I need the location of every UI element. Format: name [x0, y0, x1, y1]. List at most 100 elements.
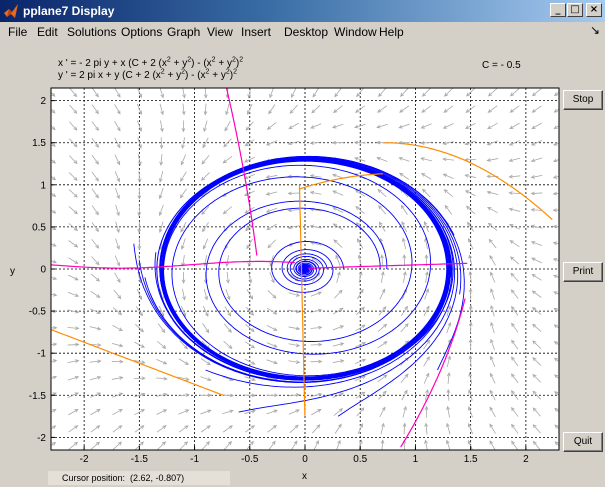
direction-arrowhead: [361, 342, 367, 346]
direction-arrowhead: [318, 342, 323, 347]
direction-arrow: [133, 360, 145, 364]
direction-arrowhead: [96, 392, 102, 397]
minimize-button[interactable]: _: [550, 3, 566, 17]
direction-arrowhead: [95, 277, 100, 282]
direction-arrowhead: [447, 304, 452, 310]
direction-arrow: [443, 123, 454, 129]
direction-arrow: [288, 343, 300, 347]
direction-arrow: [270, 255, 274, 266]
direction-arrow: [553, 159, 559, 162]
menu-insert[interactable]: Insert: [241, 25, 272, 39]
direction-arrowhead: [119, 359, 124, 364]
close-button[interactable]: ×: [586, 3, 602, 17]
direction-arrow: [155, 377, 167, 380]
direction-arrow: [156, 340, 166, 349]
direction-arrow: [222, 410, 234, 415]
direction-arrowhead: [203, 127, 207, 133]
y-tick-label: -0.5: [29, 307, 47, 318]
direction-arrow: [446, 322, 451, 334]
direction-arrowhead: [138, 295, 143, 301]
direction-arrow: [200, 409, 211, 415]
direction-arrow: [553, 142, 559, 146]
direction-arrowhead: [489, 372, 494, 377]
dock-arrow-icon[interactable]: ↘: [590, 23, 601, 37]
direction-arrow: [112, 324, 123, 331]
x-tick-label: 1.5: [464, 454, 478, 465]
x-tick-label: -0.5: [241, 454, 259, 465]
menu-window[interactable]: Window: [334, 25, 377, 39]
direction-arrow: [531, 192, 543, 194]
direction-arrowhead: [140, 409, 146, 413]
stop-button[interactable]: Stop: [563, 90, 603, 110]
direction-arrow: [355, 105, 365, 113]
direction-arrowhead: [95, 160, 99, 165]
direction-arrow: [68, 409, 79, 416]
menu-desktop[interactable]: Desktop: [284, 25, 329, 39]
direction-arrow: [447, 389, 450, 401]
menu-solutions[interactable]: Solutions: [67, 25, 117, 39]
direction-arrow: [244, 358, 255, 365]
direction-arrowhead: [291, 93, 295, 98]
direction-arrow: [509, 157, 521, 162]
direction-arrow: [69, 104, 77, 114]
direction-arrowhead: [295, 309, 301, 314]
menu-options[interactable]: Options: [121, 25, 163, 39]
direction-arrowhead: [273, 344, 278, 348]
direction-arrowhead: [244, 142, 249, 147]
direction-arrow: [51, 209, 56, 214]
direction-arrow: [178, 425, 189, 433]
direction-arrow: [401, 289, 407, 300]
direction-arrowhead: [273, 360, 278, 365]
direction-arrow: [488, 105, 498, 113]
direction-arrow: [159, 204, 164, 216]
direction-arrow: [377, 374, 387, 383]
direction-arrowhead: [243, 192, 249, 196]
direction-arrow: [399, 105, 410, 113]
direction-arrow: [310, 326, 322, 329]
direction-arrowhead: [228, 425, 233, 430]
direction-arrowhead: [552, 224, 557, 229]
quit-button[interactable]: Quit: [563, 432, 603, 452]
menu-edit[interactable]: Edit: [37, 25, 58, 39]
direction-arrowhead: [95, 143, 99, 148]
menu-help[interactable]: Help: [379, 25, 404, 39]
menu-file[interactable]: File: [8, 25, 28, 39]
direction-arrowhead: [162, 425, 167, 429]
direction-arrow: [424, 288, 429, 300]
direction-arrowhead: [553, 108, 558, 113]
direction-arrowhead: [340, 359, 345, 363]
direction-arrow: [376, 123, 388, 128]
direction-arrowhead: [530, 224, 536, 229]
direction-arrow: [354, 157, 366, 162]
direction-arrow: [310, 225, 322, 229]
direction-arrowhead: [266, 125, 272, 130]
direction-arrow: [155, 393, 167, 397]
direction-arrowhead: [443, 92, 449, 97]
direction-arrowhead: [489, 406, 494, 411]
menu-view[interactable]: View: [207, 25, 233, 39]
direction-arrowhead: [95, 211, 99, 216]
direction-arrowhead: [51, 159, 56, 164]
title-bar[interactable]: pplane7 Display _ □ ×: [0, 0, 605, 22]
direction-arrowhead: [378, 221, 383, 226]
direction-arrowhead: [207, 377, 212, 382]
direction-arrowhead: [295, 409, 300, 413]
direction-arrowhead: [73, 92, 78, 98]
direction-arrow: [310, 175, 322, 178]
direction-arrowhead: [509, 92, 515, 97]
direction-arrow: [468, 406, 473, 418]
direction-arrowhead: [141, 360, 146, 364]
menu-graph[interactable]: Graph: [167, 25, 201, 39]
direction-arrow: [333, 307, 344, 315]
print-button[interactable]: Print: [563, 262, 603, 282]
direction-arrow: [311, 105, 321, 114]
direction-arrowhead: [553, 92, 559, 97]
direction-arrowhead: [424, 405, 429, 410]
direction-arrow: [312, 88, 320, 98]
maximize-button[interactable]: □: [567, 3, 583, 17]
direction-arrowhead: [309, 141, 315, 145]
direction-arrow: [335, 255, 341, 266]
direction-arrowhead: [490, 304, 494, 310]
direction-arrow: [202, 222, 209, 232]
